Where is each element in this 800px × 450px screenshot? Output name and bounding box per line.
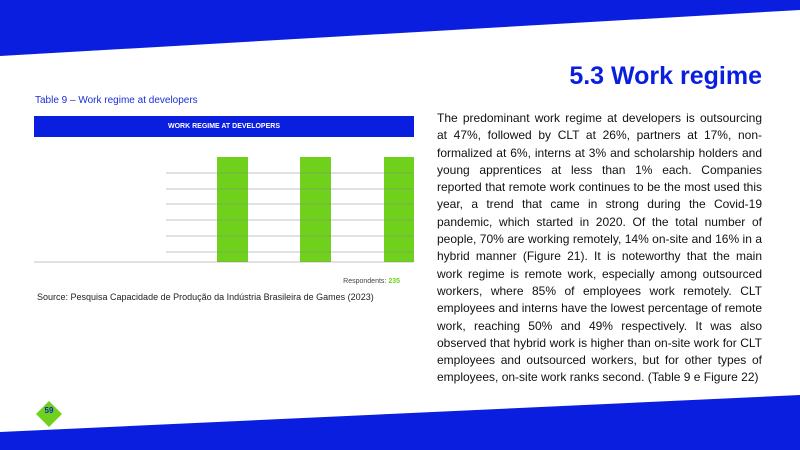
- column-highlight: [300, 157, 331, 262]
- source-note: Source: Pesquisa Capacidade de Produção …: [37, 292, 374, 302]
- table-grid: [34, 157, 414, 263]
- page-number: 59: [44, 406, 54, 415]
- respondents-value: 235: [388, 278, 400, 285]
- section-title: 5.3 Work regime: [569, 62, 762, 90]
- column-highlight: [217, 157, 248, 262]
- column-highlight: [384, 157, 414, 262]
- bottom-band: [0, 395, 800, 450]
- table-caption: Table 9 – Work regime at developers: [35, 95, 198, 106]
- respondents-label: Respondents:: [343, 278, 387, 285]
- top-band: [0, 0, 800, 56]
- table-heading: WORK REGIME AT DEVELOPERS: [34, 116, 414, 137]
- page-badge: [36, 401, 62, 427]
- body-text: The predominant work regime at developer…: [437, 111, 762, 385]
- respondents: Respondents: 235: [300, 278, 400, 285]
